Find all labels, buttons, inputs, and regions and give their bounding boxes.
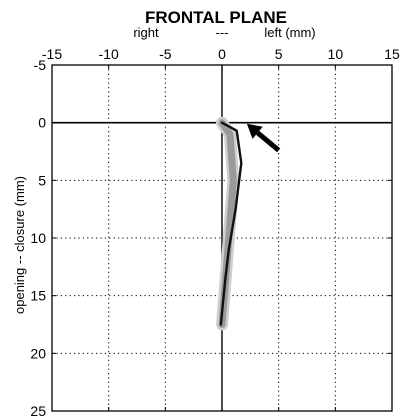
y-tick-label: 10 [30, 230, 46, 246]
arrow-shaft [256, 130, 281, 153]
y-tick-label: 25 [30, 403, 46, 417]
y-axis-label: opening -- closure (mm) [12, 176, 27, 314]
chart-subtitle-left: right [133, 25, 159, 40]
arrow-head [246, 123, 263, 139]
annotations [246, 123, 281, 153]
x-tick-label: 5 [275, 46, 283, 62]
series [216, 116, 243, 331]
y-ticks: -5 0 5 10 15 20 25 [30, 57, 392, 417]
y-tick-label: 5 [38, 172, 46, 188]
x-tick-label: -15 [42, 46, 62, 62]
y-tick-label: 0 [38, 115, 46, 131]
x-tick-label: 0 [218, 46, 226, 62]
series-line [219, 121, 243, 326]
y-tick-label: 20 [30, 345, 46, 361]
x-tick-label: 15 [384, 46, 400, 62]
y-tick-label: -5 [34, 57, 47, 73]
x-tick-label: 10 [328, 46, 344, 62]
x-tick-label: -10 [99, 46, 119, 62]
chart-title: FRONTAL PLANE [145, 8, 287, 27]
x-ticks: -15 -10 -5 0 5 10 15 [42, 46, 400, 411]
y-tick-label: 15 [30, 288, 46, 304]
chart-subtitle-right: left (mm) [264, 25, 315, 40]
x-tick-label: -5 [159, 46, 172, 62]
chart-subtitle-middle: --- [216, 25, 229, 40]
